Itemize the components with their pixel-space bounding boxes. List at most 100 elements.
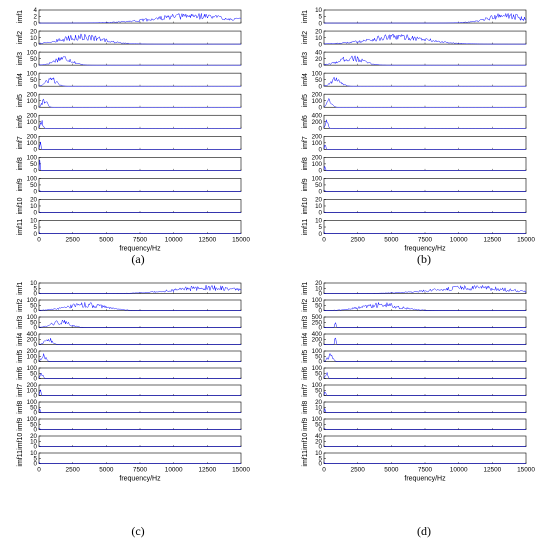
subplot-label: imf10 (302, 197, 309, 214)
y-tick-label: 0 (319, 444, 323, 451)
y-tick-label: 50 (30, 161, 37, 168)
y-tick-label: 50 (30, 77, 37, 84)
series-line-imf7 (38, 388, 241, 396)
subplot-frame (323, 30, 527, 45)
series-line-imf7 (323, 145, 526, 150)
x-axis-label: frequency/Hz (119, 476, 161, 483)
y-tick-label: 0 (319, 62, 323, 69)
subplot-label: imf9 (17, 418, 24, 431)
y-tick-label: 40 (315, 433, 322, 440)
y-tick-label: 50 (315, 421, 322, 428)
y-tick-label: 0 (34, 444, 38, 451)
y-tick-label: 100 (27, 416, 38, 423)
y-tick-label: 200 (312, 91, 323, 98)
y-tick-label: 50 (315, 302, 322, 309)
y-tick-label: 0 (319, 189, 323, 196)
y-tick-label: 0 (34, 359, 38, 366)
y-tick-label: 0 (319, 104, 323, 111)
y-tick-label: 0 (34, 210, 38, 217)
subplot-frame (38, 435, 242, 447)
y-tick-label: 50 (30, 370, 37, 377)
subplot-label: imf8 (302, 157, 309, 170)
series-line-imf10 (323, 445, 526, 447)
y-tick-label: 0 (319, 308, 323, 315)
subplot-frame (38, 30, 242, 45)
y-tick-label: 40 (315, 49, 322, 56)
x-tick-label: 5000 (99, 237, 114, 244)
subplot-frame (38, 9, 242, 24)
y-tick-label: 0 (34, 83, 38, 90)
series-line-imf3 (324, 321, 526, 328)
subplot-frame (38, 220, 242, 234)
y-tick-label: 100 (27, 314, 38, 321)
y-tick-label: 100 (27, 49, 38, 56)
y-tick-label: 0 (34, 308, 38, 315)
y-tick-label: 0 (319, 410, 323, 417)
subplot-frame (38, 299, 242, 311)
x-tick-label: 15000 (232, 467, 250, 474)
y-tick-label: 50 (315, 370, 322, 377)
series-line-imf1 (39, 12, 242, 24)
y-tick-label: 200 (27, 348, 38, 355)
subplot-frame (38, 72, 242, 87)
series-line-imf1 (324, 284, 527, 294)
caption-a: (a) (131, 252, 145, 266)
series-line-imf1 (324, 12, 527, 24)
series-line-imf2 (39, 33, 241, 45)
y-tick-label: 50 (30, 404, 37, 411)
panel-0: 024imf101020imf2050100imf3050100imf40100… (17, 7, 250, 252)
x-tick-label: 7500 (133, 467, 148, 474)
series-line-imf6 (323, 119, 526, 129)
x-tick-label: 10000 (450, 237, 468, 244)
x-tick-label: 10000 (165, 237, 183, 244)
y-tick-label: 20 (30, 28, 37, 35)
subplot-label: imf11 (17, 450, 24, 467)
subplot-frame (38, 136, 242, 150)
subplot-frame (323, 220, 527, 234)
y-tick-label: 0 (34, 62, 38, 69)
y-tick-label: 0 (319, 359, 323, 366)
x-tick-label: 2500 (351, 467, 366, 474)
subplot-frame (323, 333, 527, 345)
y-tick-label: 10 (30, 450, 37, 457)
subplot-frame (323, 157, 527, 171)
y-tick-label: 0 (319, 20, 323, 27)
subplot-frame (38, 452, 242, 464)
y-tick-label: 50 (30, 302, 37, 309)
subplot-frame (323, 350, 527, 362)
series-line-imf3 (38, 56, 241, 66)
series-line-imf4 (324, 337, 526, 345)
series-line-imf8 (323, 408, 526, 413)
x-tick-label: 0 (322, 467, 326, 474)
x-tick-label: 0 (322, 237, 326, 244)
y-tick-label: 100 (27, 98, 38, 105)
x-tick-label: 12500 (483, 237, 501, 244)
y-tick-label: 100 (27, 353, 38, 360)
y-tick-label: 0 (319, 291, 323, 298)
y-tick-label: 0 (34, 20, 38, 27)
y-tick-label: 100 (27, 387, 38, 394)
series-line-imf2 (323, 33, 526, 45)
x-tick-label: 2500 (351, 237, 366, 244)
y-tick-label: 5 (319, 224, 323, 231)
y-tick-label: 100 (312, 98, 323, 105)
y-tick-label: 0 (34, 189, 38, 196)
x-tick-label: 7500 (418, 467, 433, 474)
